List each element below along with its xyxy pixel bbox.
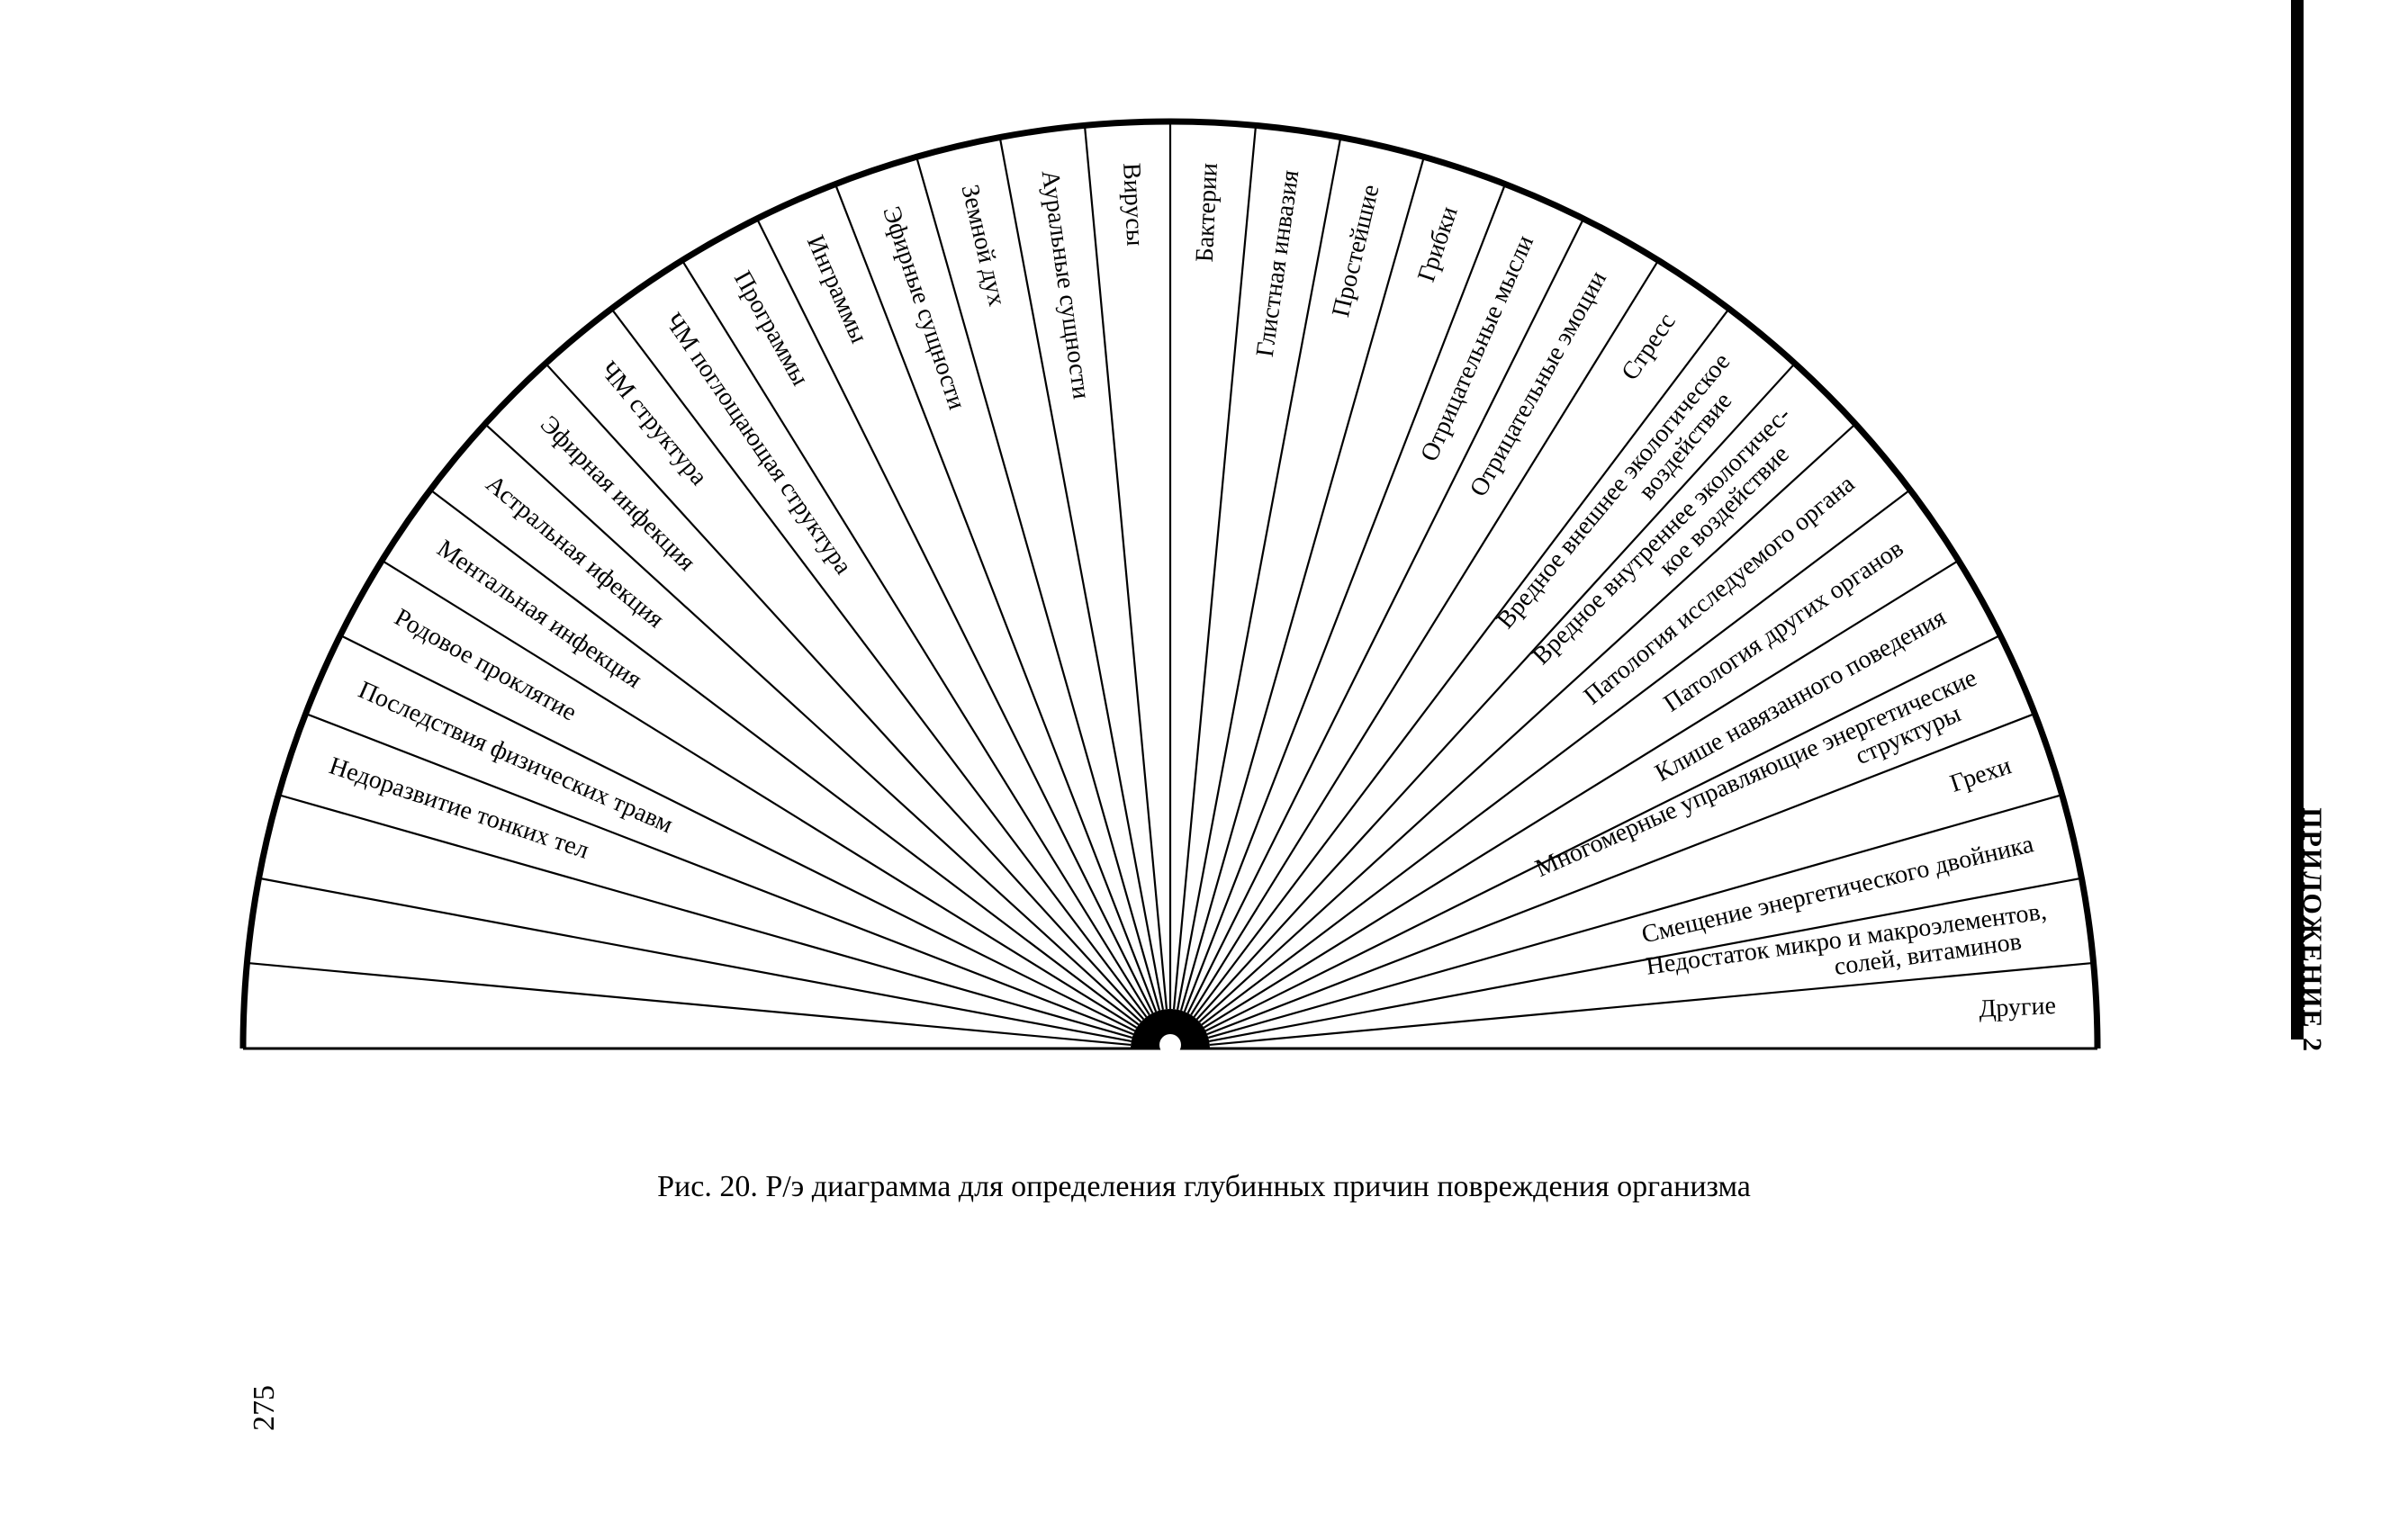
- spoke: [247, 963, 1131, 1045]
- sector-label: Земной дух: [955, 182, 1011, 309]
- spoke: [757, 219, 1152, 1013]
- spoke: [546, 364, 1143, 1020]
- sector-label-line: Грибки: [1412, 202, 1464, 285]
- page: ДругиеНедостаток микро и макроэлементов,…: [0, 0, 2408, 1530]
- sector-label: Другие: [1979, 992, 2057, 1023]
- spoke: [382, 561, 1136, 1028]
- spoke: [835, 184, 1156, 1012]
- sector-label-line: Стресс: [1616, 308, 1681, 385]
- sector-label: Ауральные сущности: [1036, 168, 1096, 400]
- spoke: [1085, 125, 1167, 1009]
- sector-label-line: Ментальная инфекция: [432, 535, 647, 694]
- sector-label: Эфирные сущности: [877, 202, 970, 412]
- sector-label-line: Другие: [1979, 992, 2057, 1023]
- sector-label-line: Ауральные сущности: [1036, 168, 1096, 400]
- figure-caption: Рис. 20. Р/э диаграмма для определения г…: [0, 1170, 2408, 1204]
- sector-label-line: Бактерии: [1191, 162, 1223, 263]
- sector-label: Простейшие: [1327, 182, 1385, 320]
- sector-label-line: Глистная инвазия: [1251, 168, 1305, 359]
- sector-label: Бактерии: [1191, 162, 1223, 263]
- spoke: [916, 157, 1159, 1010]
- sector-label-line: Эфирные сущности: [877, 202, 970, 412]
- fan-diagram: ДругиеНедостаток микро и макроэлементов,…: [0, 0, 2408, 1530]
- sector-label: Вирусы: [1117, 162, 1149, 247]
- sector-label-line: Земной дух: [955, 182, 1011, 309]
- sector-label: Ментальная инфекция: [432, 535, 647, 694]
- sector-label: Программы: [728, 266, 814, 391]
- sector-label-line: Программы: [728, 266, 814, 391]
- spoke: [1177, 138, 1340, 1010]
- spoke: [306, 714, 1133, 1034]
- sector-label-line: Простейшие: [1327, 182, 1385, 320]
- sector-label-line: Грехи: [1946, 752, 2015, 797]
- sector-label: Грехи: [1946, 752, 2015, 797]
- spoke: [259, 878, 1132, 1041]
- spoke: [278, 795, 1132, 1038]
- spoke: [1181, 157, 1424, 1010]
- spoke: [340, 635, 1135, 1030]
- sector-label: Глистная инвазия: [1251, 168, 1305, 359]
- sector-label: Грибки: [1412, 202, 1464, 285]
- side-band: [2291, 0, 2304, 1040]
- hub-notch: [1159, 1034, 1181, 1056]
- spoke: [1191, 260, 1658, 1014]
- sector-label-line: Вирусы: [1117, 162, 1149, 247]
- spoke: [1000, 138, 1163, 1010]
- page-number: 275: [248, 1385, 282, 1431]
- sector-label: Стресс: [1616, 308, 1681, 385]
- spoke: [611, 309, 1146, 1017]
